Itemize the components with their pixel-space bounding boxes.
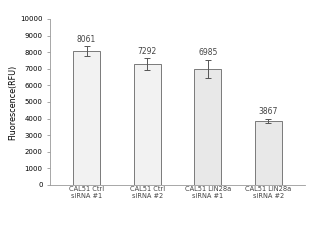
Bar <box>73 51 100 185</box>
Bar <box>255 121 282 185</box>
Bar <box>194 69 221 185</box>
Text: 3867: 3867 <box>258 107 278 116</box>
Y-axis label: Fluorescence(RFU): Fluorescence(RFU) <box>8 64 17 140</box>
Text: 7292: 7292 <box>138 47 157 56</box>
Text: 8061: 8061 <box>77 35 96 44</box>
Text: 6985: 6985 <box>198 48 217 57</box>
Bar <box>133 64 161 185</box>
